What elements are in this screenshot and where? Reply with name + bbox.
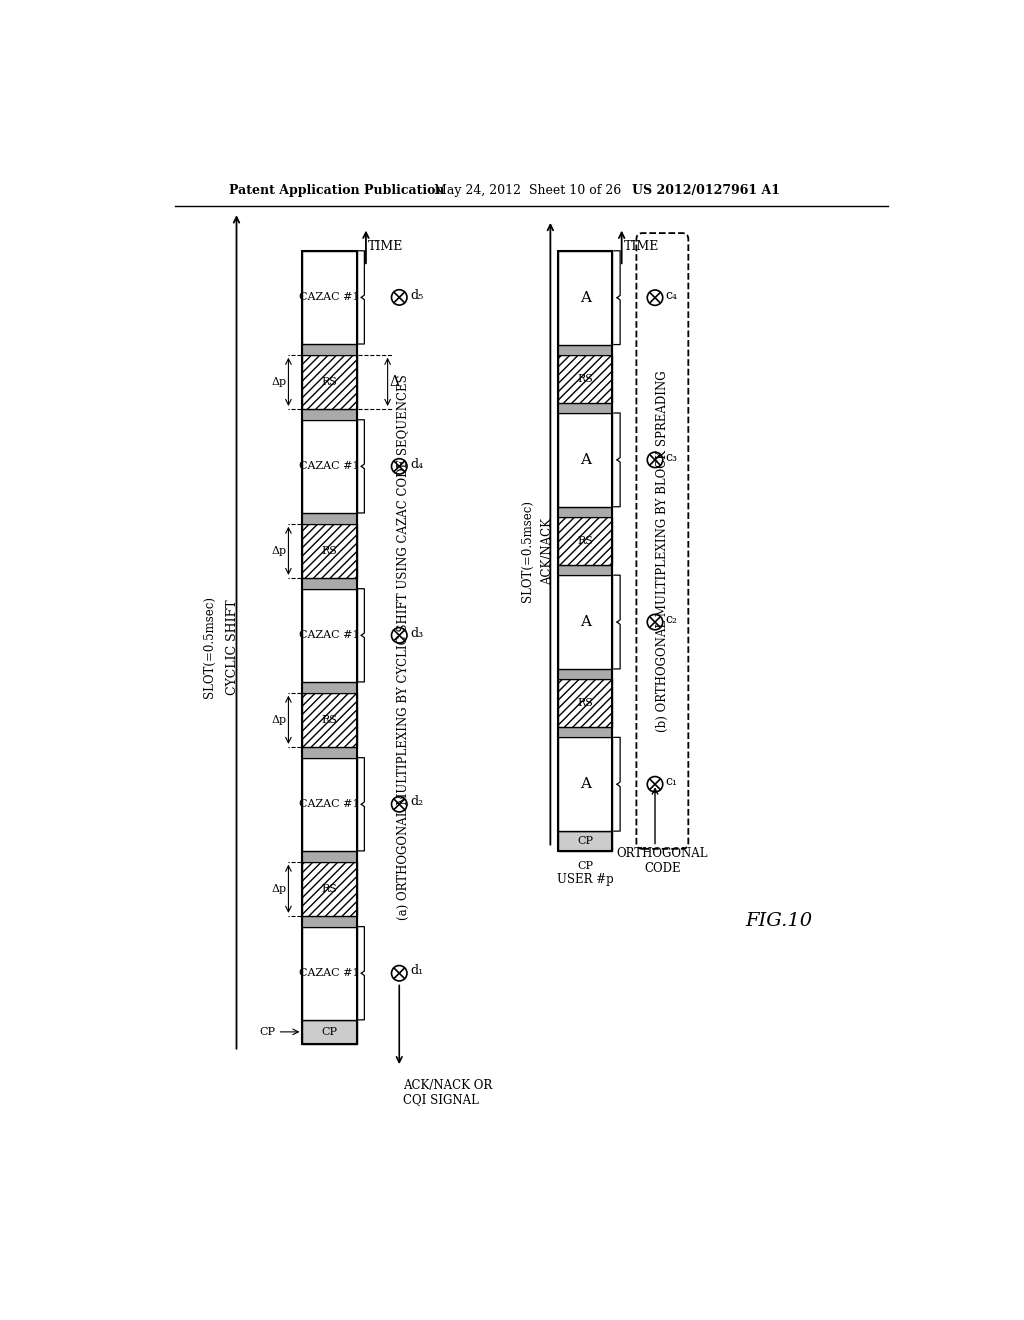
Text: (b) ORTHOGONAL MULTIPLEXING BY BLOCK SPREADING: (b) ORTHOGONAL MULTIPLEXING BY BLOCK SPR… bbox=[656, 371, 670, 731]
Bar bbox=[302, 862, 356, 916]
Text: CYCLIC SHIFT: CYCLIC SHIFT bbox=[226, 599, 240, 696]
Bar bbox=[302, 747, 356, 758]
Bar bbox=[558, 345, 612, 355]
Bar bbox=[558, 727, 612, 738]
Text: USER #p: USER #p bbox=[557, 873, 613, 886]
Text: Δp: Δp bbox=[271, 378, 287, 387]
Text: d₄: d₄ bbox=[410, 458, 423, 470]
Bar bbox=[302, 693, 356, 747]
Bar bbox=[302, 851, 356, 862]
Text: TIME: TIME bbox=[369, 240, 403, 253]
Bar bbox=[302, 524, 356, 578]
Text: Δp: Δp bbox=[271, 546, 287, 556]
Text: RS: RS bbox=[322, 884, 338, 894]
Bar bbox=[558, 517, 612, 565]
Text: CP: CP bbox=[259, 1027, 275, 1038]
Bar bbox=[302, 682, 356, 693]
Text: CP: CP bbox=[578, 837, 593, 846]
Bar bbox=[302, 758, 356, 851]
Text: SLOT(=0.5msec): SLOT(=0.5msec) bbox=[520, 500, 534, 602]
Text: c₃: c₃ bbox=[666, 451, 678, 465]
Bar bbox=[558, 251, 612, 345]
Bar bbox=[558, 355, 612, 403]
Bar bbox=[302, 1020, 356, 1044]
Text: RS: RS bbox=[322, 715, 338, 725]
Text: RS: RS bbox=[322, 378, 338, 387]
Text: RS: RS bbox=[578, 698, 593, 708]
Text: TIME: TIME bbox=[624, 240, 659, 253]
Text: A: A bbox=[580, 453, 591, 467]
Bar bbox=[302, 251, 356, 1044]
Text: CAZAC #1: CAZAC #1 bbox=[299, 800, 359, 809]
Bar bbox=[302, 589, 356, 682]
Bar bbox=[302, 916, 356, 927]
Text: Δ: Δ bbox=[390, 375, 400, 389]
Text: Δp: Δp bbox=[271, 884, 287, 894]
Text: ACK/NACK: ACK/NACK bbox=[542, 517, 555, 585]
Text: A: A bbox=[580, 615, 591, 630]
Text: A: A bbox=[580, 777, 591, 791]
Text: (a) ORTHOGONAL MULTIPLEXING BY CYCLIC SHIFT USING CAZAC CODE SEQUENCES: (a) ORTHOGONAL MULTIPLEXING BY CYCLIC SH… bbox=[396, 375, 410, 920]
Bar bbox=[558, 403, 612, 413]
Bar bbox=[558, 738, 612, 832]
Bar bbox=[302, 513, 356, 524]
Text: d₂: d₂ bbox=[410, 796, 423, 808]
Text: c₄: c₄ bbox=[666, 289, 678, 302]
Bar bbox=[558, 576, 612, 669]
Text: d₅: d₅ bbox=[410, 289, 423, 301]
Bar bbox=[302, 355, 356, 409]
Text: FIG.10: FIG.10 bbox=[745, 912, 813, 929]
Bar bbox=[558, 678, 612, 727]
Bar bbox=[302, 578, 356, 589]
Text: ORTHOGONAL
CODE: ORTHOGONAL CODE bbox=[616, 846, 709, 875]
Text: Δp: Δp bbox=[271, 715, 287, 725]
Text: CAZAC #1: CAZAC #1 bbox=[299, 462, 359, 471]
Text: CP: CP bbox=[322, 1027, 338, 1038]
Bar bbox=[302, 345, 356, 355]
Bar bbox=[558, 832, 612, 851]
Bar bbox=[558, 669, 612, 678]
Text: c₂: c₂ bbox=[666, 614, 678, 626]
Text: d₁: d₁ bbox=[410, 965, 423, 977]
Text: RS: RS bbox=[578, 374, 593, 384]
Text: CP: CP bbox=[578, 861, 593, 871]
Bar bbox=[302, 409, 356, 420]
Text: US 2012/0127961 A1: US 2012/0127961 A1 bbox=[632, 185, 779, 197]
Text: c₁: c₁ bbox=[666, 775, 678, 788]
Text: A: A bbox=[580, 290, 591, 305]
Text: d₃: d₃ bbox=[410, 627, 423, 639]
Bar bbox=[302, 420, 356, 513]
Text: SLOT(=0.5msec): SLOT(=0.5msec) bbox=[203, 597, 216, 698]
Bar bbox=[558, 507, 612, 517]
Text: CAZAC #1: CAZAC #1 bbox=[299, 293, 359, 302]
Text: Patent Application Publication: Patent Application Publication bbox=[228, 185, 444, 197]
Bar bbox=[302, 927, 356, 1020]
Bar bbox=[558, 251, 612, 851]
Text: RS: RS bbox=[322, 546, 338, 556]
Text: May 24, 2012  Sheet 10 of 26: May 24, 2012 Sheet 10 of 26 bbox=[434, 185, 622, 197]
Text: ACK/NACK OR
CQI SIGNAL: ACK/NACK OR CQI SIGNAL bbox=[403, 1078, 493, 1106]
Text: CAZAC #1: CAZAC #1 bbox=[299, 969, 359, 978]
Text: CAZAC #1: CAZAC #1 bbox=[299, 631, 359, 640]
Text: RS: RS bbox=[578, 536, 593, 546]
Bar bbox=[302, 251, 356, 345]
Bar bbox=[558, 565, 612, 576]
Bar bbox=[558, 413, 612, 507]
